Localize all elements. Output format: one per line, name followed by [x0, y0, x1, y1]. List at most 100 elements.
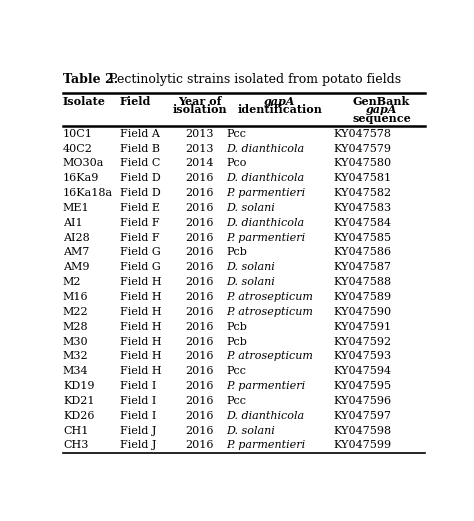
Text: Field J: Field J: [120, 426, 156, 436]
Text: 10C1: 10C1: [63, 129, 93, 139]
Text: KY047590: KY047590: [333, 307, 391, 317]
Text: Pco: Pco: [227, 158, 247, 168]
Text: D. dianthicola: D. dianthicola: [227, 411, 304, 421]
Text: Isolate: Isolate: [63, 96, 106, 107]
Text: KY047594: KY047594: [333, 366, 391, 376]
Text: 2016: 2016: [185, 321, 214, 332]
Text: M30: M30: [63, 337, 89, 346]
Text: Field H: Field H: [120, 337, 162, 346]
Text: Field F: Field F: [120, 233, 159, 243]
Text: Field H: Field H: [120, 307, 162, 317]
Text: D. dianthicola: D. dianthicola: [227, 173, 304, 183]
Text: 2016: 2016: [185, 233, 214, 243]
Text: 2016: 2016: [185, 366, 214, 376]
Text: KY047580: KY047580: [333, 158, 391, 168]
Text: Pcb: Pcb: [227, 337, 247, 346]
Text: D. solani: D. solani: [227, 426, 275, 436]
Text: M34: M34: [63, 366, 89, 376]
Text: CH1: CH1: [63, 426, 88, 436]
Text: KY047578: KY047578: [333, 129, 391, 139]
Text: Field H: Field H: [120, 366, 162, 376]
Text: D. dianthicola: D. dianthicola: [227, 218, 304, 228]
Text: P. parmentieri: P. parmentieri: [227, 233, 306, 243]
Text: Field I: Field I: [120, 396, 156, 406]
Text: P. atrosepticum: P. atrosepticum: [227, 292, 313, 302]
Text: KY047586: KY047586: [333, 247, 391, 257]
Text: 2013: 2013: [185, 129, 214, 139]
Text: 2016: 2016: [185, 188, 214, 198]
Text: M32: M32: [63, 351, 89, 362]
Text: Field G: Field G: [120, 262, 161, 272]
Text: identification: identification: [237, 104, 322, 115]
Text: M22: M22: [63, 307, 89, 317]
Text: KD19: KD19: [63, 381, 94, 391]
Text: Field A: Field A: [120, 129, 160, 139]
Text: 2016: 2016: [185, 307, 214, 317]
Text: ME1: ME1: [63, 203, 90, 213]
Text: KY047587: KY047587: [333, 262, 391, 272]
Text: 2016: 2016: [185, 381, 214, 391]
Text: 2014: 2014: [185, 158, 214, 168]
Text: Pcc: Pcc: [227, 366, 246, 376]
Text: D. solani: D. solani: [227, 262, 275, 272]
Text: Field E: Field E: [120, 203, 160, 213]
Text: Field B: Field B: [120, 144, 160, 154]
Text: Field G: Field G: [120, 247, 161, 257]
Text: KY047581: KY047581: [333, 173, 391, 183]
Text: 40C2: 40C2: [63, 144, 93, 154]
Text: GenBank: GenBank: [353, 96, 410, 107]
Text: gapA: gapA: [264, 96, 295, 107]
Text: KY047596: KY047596: [333, 396, 391, 406]
Text: P. atrosepticum: P. atrosepticum: [227, 351, 313, 362]
Text: KY047599: KY047599: [333, 440, 391, 451]
Text: 16Ka9: 16Ka9: [63, 173, 99, 183]
Text: KY047593: KY047593: [333, 351, 391, 362]
Text: AI1: AI1: [63, 218, 82, 228]
Text: KY047598: KY047598: [333, 426, 391, 436]
Text: 2016: 2016: [185, 262, 214, 272]
Text: D. dianthicola: D. dianthicola: [227, 144, 304, 154]
Text: 2016: 2016: [185, 292, 214, 302]
Text: 2013: 2013: [185, 144, 214, 154]
Text: KY047585: KY047585: [333, 233, 391, 243]
Text: 2016: 2016: [185, 351, 214, 362]
Text: Pcc: Pcc: [227, 396, 246, 406]
Text: 2016: 2016: [185, 173, 214, 183]
Text: Field F: Field F: [120, 218, 159, 228]
Text: gapA: gapA: [366, 104, 397, 115]
Text: 16Ka18a: 16Ka18a: [63, 188, 113, 198]
Text: M2: M2: [63, 277, 82, 287]
Text: Table 2.: Table 2.: [63, 72, 118, 85]
Text: Pcb: Pcb: [227, 321, 247, 332]
Text: Pectinolytic strains isolated from potato fields: Pectinolytic strains isolated from potat…: [105, 72, 401, 85]
Text: KY047595: KY047595: [333, 381, 391, 391]
Text: P. parmentieri: P. parmentieri: [227, 440, 306, 451]
Text: 2016: 2016: [185, 277, 214, 287]
Text: Field C: Field C: [120, 158, 160, 168]
Text: sequence: sequence: [352, 113, 411, 123]
Text: 2016: 2016: [185, 411, 214, 421]
Text: M16: M16: [63, 292, 89, 302]
Text: AM9: AM9: [63, 262, 90, 272]
Text: Field H: Field H: [120, 277, 162, 287]
Text: Field H: Field H: [120, 321, 162, 332]
Text: KD21: KD21: [63, 396, 94, 406]
Text: isolation: isolation: [173, 104, 227, 115]
Text: Field I: Field I: [120, 411, 156, 421]
Text: Field D: Field D: [120, 188, 161, 198]
Text: 2016: 2016: [185, 203, 214, 213]
Text: MO30a: MO30a: [63, 158, 104, 168]
Text: Pcc: Pcc: [227, 129, 246, 139]
Text: D. solani: D. solani: [227, 277, 275, 287]
Text: Year of: Year of: [178, 96, 221, 107]
Text: KY047579: KY047579: [333, 144, 391, 154]
Text: Field I: Field I: [120, 381, 156, 391]
Text: Pcb: Pcb: [227, 247, 247, 257]
Text: KY047588: KY047588: [333, 277, 391, 287]
Text: P. parmentieri: P. parmentieri: [227, 188, 306, 198]
Text: 2016: 2016: [185, 337, 214, 346]
Text: 2016: 2016: [185, 396, 214, 406]
Text: Field H: Field H: [120, 351, 162, 362]
Text: KY047597: KY047597: [333, 411, 391, 421]
Text: Field H: Field H: [120, 292, 162, 302]
